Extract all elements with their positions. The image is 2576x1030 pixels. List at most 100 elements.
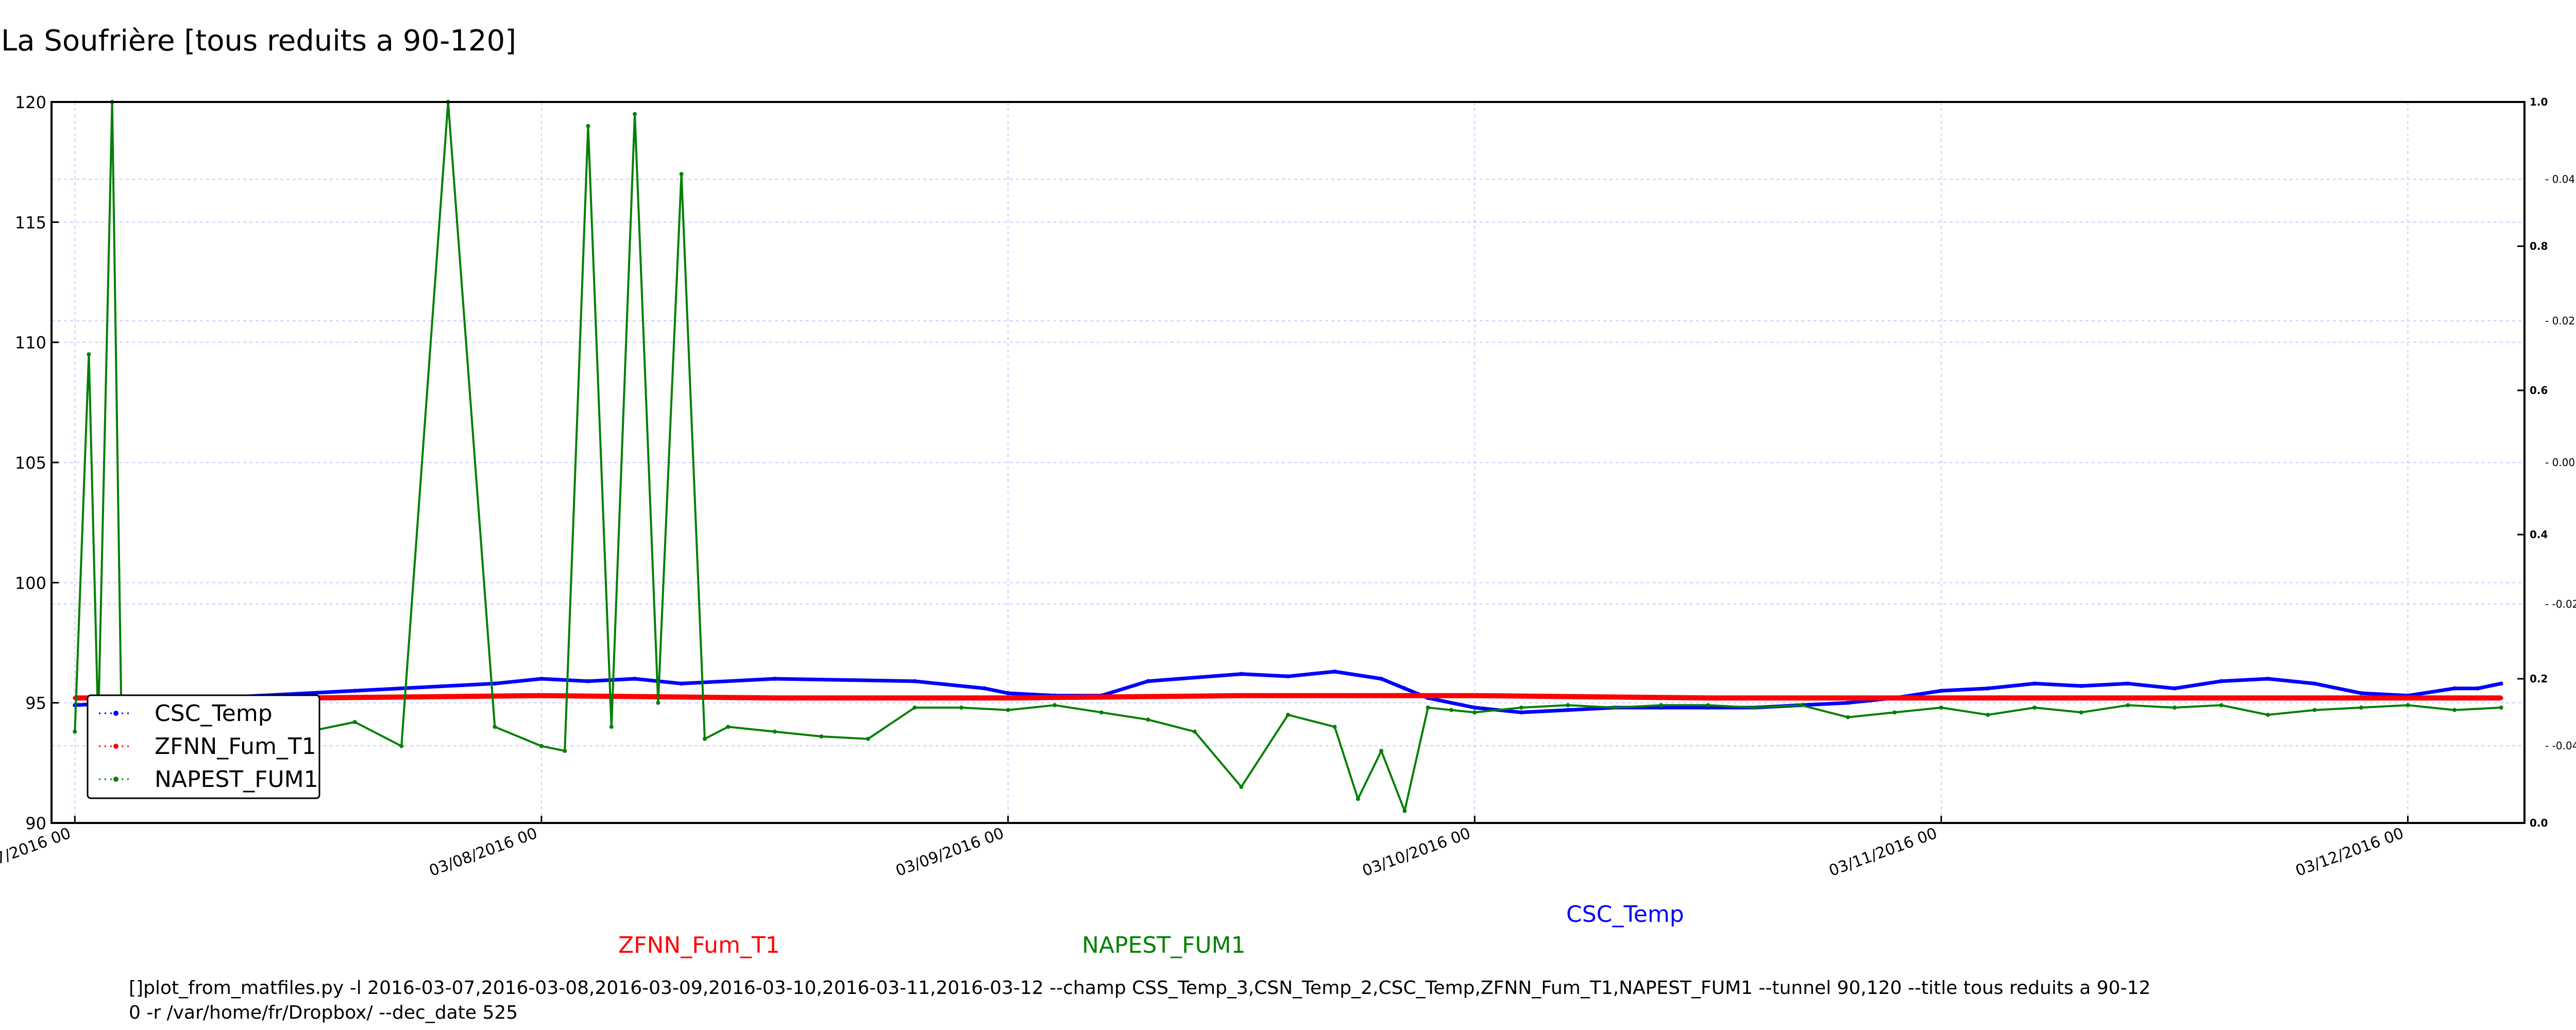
outside-labels: ZFNN_Fum_T1 NAPEST_FUM1 CSC_Temp	[618, 901, 1684, 958]
data-point-ZFNN_Fum_T1	[2172, 696, 2177, 700]
y2-tick-label: 0.2	[2530, 673, 2548, 685]
data-point-ZFNN_Fum_T1	[2405, 696, 2410, 700]
data-point-ZFNN_Fum_T1	[1706, 696, 1710, 700]
y2-tick-label: 1.0	[2530, 96, 2548, 108]
data-point-NAPEST_FUM1	[73, 729, 77, 734]
y-tick-label: 100	[15, 573, 46, 593]
data-point-CSC_Temp	[1402, 686, 1407, 691]
data-point-NAPEST_FUM1	[2405, 703, 2410, 708]
y2-minor-tick-label: - -0.04	[2545, 740, 2576, 752]
data-point-CSC_Temp	[772, 677, 777, 681]
data-point-NAPEST_FUM1	[1192, 729, 1197, 734]
data-point-NAPEST_FUM1	[656, 700, 660, 705]
data-point-NAPEST_FUM1	[87, 352, 91, 356]
data-point-NAPEST_FUM1	[1659, 703, 1664, 708]
data-point-NAPEST_FUM1	[2032, 706, 2037, 710]
data-point-CSC_Temp	[352, 689, 357, 693]
data-point-ZFNN_Fum_T1	[1472, 693, 1477, 698]
command-line-1: []plot_from_matfiles.py -l 2016-03-07,20…	[129, 977, 2151, 999]
data-point-CSC_Temp	[1986, 686, 1990, 691]
data-point-CSC_Temp	[2312, 681, 2317, 686]
data-point-CSC_Temp	[1286, 674, 1290, 679]
data-point-ZFNN_Fum_T1	[1939, 696, 1943, 700]
data-point-NAPEST_FUM1	[1099, 710, 1104, 715]
y-tick-label: 90	[25, 814, 46, 833]
y-tick-label: 115	[15, 213, 46, 232]
command-line: []plot_from_matfiles.py -l 2016-03-07,20…	[129, 976, 2150, 1025]
y2-minor-tick-label: - 0.02	[2545, 315, 2575, 327]
data-point-NAPEST_FUM1	[726, 725, 731, 729]
data-point-NAPEST_FUM1	[1449, 708, 1453, 712]
data-point-NAPEST_FUM1	[2079, 710, 2083, 715]
data-point-NAPEST_FUM1	[1355, 797, 1360, 801]
data-point-NAPEST_FUM1	[609, 725, 614, 729]
data-point-NAPEST_FUM1	[633, 112, 637, 116]
data-point-NAPEST_FUM1	[2172, 706, 2177, 710]
data-point-CSC_Temp	[2265, 677, 2270, 681]
data-point-CSC_Temp	[2032, 681, 2037, 686]
data-point-NAPEST_FUM1	[493, 725, 497, 729]
data-point-NAPEST_FUM1	[2452, 708, 2457, 712]
y-axis-right: 0.0 0.2 0.4 0.6 0.8 1.0 - -0.04 - -0.02 - 0.00 - …	[2517, 96, 2576, 829]
data-point-CSC_Temp	[1006, 691, 1010, 695]
data-point-CSC_Temp	[1332, 670, 1337, 674]
data-point-NAPEST_FUM1	[1286, 713, 1290, 717]
data-point-NAPEST_FUM1	[1332, 725, 1337, 729]
data-point-ZFNN_Fum_T1	[772, 696, 777, 700]
data-point-NAPEST_FUM1	[352, 720, 357, 724]
data-point-NAPEST_FUM1	[959, 706, 964, 710]
data-point-CSC_Temp	[2126, 681, 2130, 686]
data-point-NAPEST_FUM1	[2312, 708, 2317, 712]
x-tick-label: 03/09/2016 00	[893, 825, 1006, 880]
data-point-NAPEST_FUM1	[399, 744, 404, 748]
data-point-NAPEST_FUM1	[1402, 809, 1407, 813]
outside-label: NAPEST_FUM1	[1082, 932, 1246, 958]
data-point-CSC_Temp	[1379, 677, 1384, 681]
data-point-CSC_Temp	[2476, 686, 2480, 691]
data-point-CSC_Temp	[586, 679, 590, 683]
legend-marker	[113, 744, 118, 749]
legend-box	[87, 694, 320, 799]
data-point-NAPEST_FUM1	[1053, 703, 1057, 708]
y2-tick-label: 0.6	[2530, 384, 2548, 397]
y-axis-left: 90 95 100 105 110 115 120	[15, 93, 59, 833]
data-point-CSC_Temp	[679, 681, 684, 686]
data-point-NAPEST_FUM1	[1006, 708, 1010, 712]
data-point-NAPEST_FUM1	[1939, 706, 1943, 710]
data-point-NAPEST_FUM1	[2359, 706, 2364, 710]
data-point-NAPEST_FUM1	[1752, 706, 1757, 710]
y2-minor-tick-label: - 0.00	[2545, 456, 2575, 469]
x-tick-label: 03/10/2016 00	[1360, 825, 1473, 880]
y-tick-label: 120	[15, 93, 46, 112]
data-point-NAPEST_FUM1	[1986, 713, 1990, 717]
legend-label: ZFNN_Fum_T1	[155, 733, 316, 760]
data-point-NAPEST_FUM1	[2265, 713, 2270, 717]
data-point-CSC_Temp	[2452, 686, 2457, 691]
legend-label: CSC_Temp	[155, 700, 273, 727]
outside-label: ZFNN_Fum_T1	[618, 932, 780, 958]
x-tick-label: 03/11/2016 00	[1826, 825, 1939, 880]
y-tick-label: 105	[15, 453, 46, 473]
data-point-CSC_Temp	[2219, 679, 2224, 683]
data-point-NAPEST_FUM1	[679, 172, 684, 176]
data-point-CSC_Temp	[2172, 686, 2177, 691]
data-point-ZFNN_Fum_T1	[1006, 696, 1010, 700]
y2-tick-label: 0.8	[2530, 240, 2548, 252]
y2-minor-tick-label: - 0.04	[2545, 173, 2575, 185]
series-line-NAPEST_FUM1	[74, 101, 2501, 812]
data-point-NAPEST_FUM1	[1239, 785, 1244, 789]
y2-minor-tick-label: - -0.02	[2545, 598, 2576, 610]
data-point-NAPEST_FUM1	[1892, 710, 1897, 715]
data-point-CSC_Temp	[1566, 708, 1570, 712]
y2-tick-label: 0.4	[2530, 528, 2548, 541]
data-point-NAPEST_FUM1	[1146, 717, 1150, 722]
data-point-CSC_Temp	[633, 677, 637, 681]
series-line-ZFNN_Fum_T1	[75, 693, 2501, 701]
data-point-ZFNN_Fum_T1	[1239, 693, 1244, 698]
data-point-NAPEST_FUM1	[2219, 703, 2224, 708]
y-tick-label: 110	[15, 333, 46, 353]
data-point-CSC_Temp	[2079, 684, 2083, 688]
data-point-NAPEST_FUM1	[586, 124, 590, 128]
x-axis: 03/07/2016 00 03/08/2016 00 03/09/2016 00 0…	[0, 816, 2409, 880]
